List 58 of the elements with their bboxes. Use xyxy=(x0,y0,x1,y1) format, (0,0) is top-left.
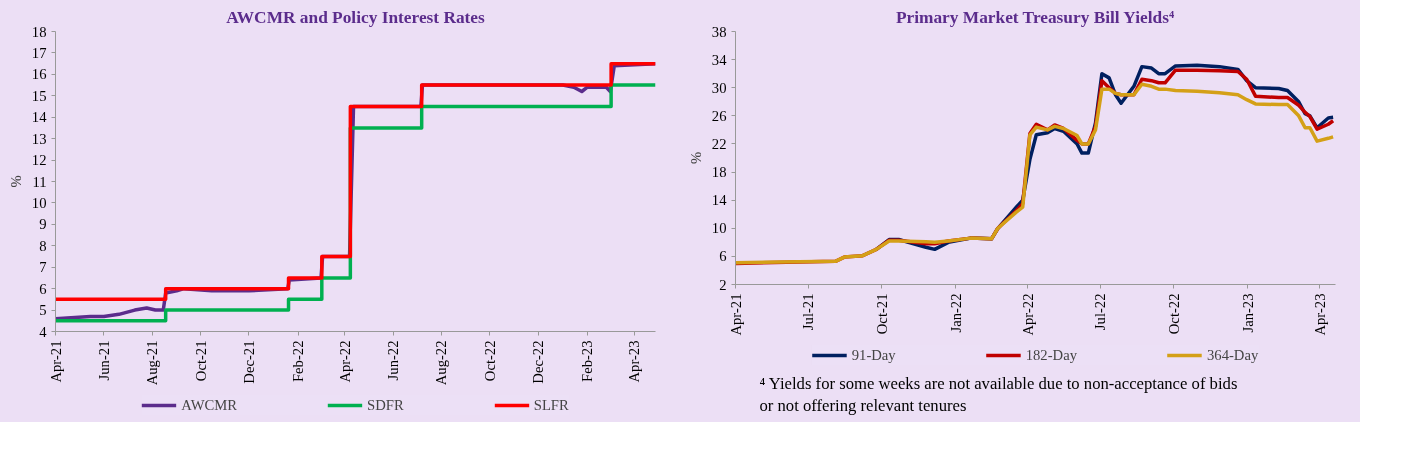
legend-label: SLFR xyxy=(533,396,569,414)
y-tick-label: 17 xyxy=(31,44,47,61)
text: ⁴ Yields for some weeks are not available due to non-acceptance of bids or not offering relevant tenures xyxy=(759,373,1238,415)
y-tick-label: 38 xyxy=(711,23,727,40)
x-tick-label: Apr-23 xyxy=(626,340,643,383)
y-tick-label: 2 xyxy=(719,276,727,293)
y-tick-label: 30 xyxy=(711,79,727,96)
y-tick-label: 6 xyxy=(39,280,47,297)
y-tick-label: 13 xyxy=(31,130,47,147)
y-tick-label: 22 xyxy=(711,135,727,152)
legend-label: 364-Day xyxy=(1206,346,1259,364)
x-tick-label: Aug-22 xyxy=(433,340,450,386)
x-tick-label: Feb-23 xyxy=(579,340,596,383)
y-tick-label: 11 xyxy=(32,173,47,190)
y-tick-label: 34 xyxy=(711,51,728,68)
x-tick-label: Apr-23 xyxy=(1311,293,1328,336)
y-tick-label: 18 xyxy=(31,23,47,40)
y-tick-label: 7 xyxy=(39,259,47,276)
x-tick-label: Oct-22 xyxy=(481,340,498,382)
chart-title: Primary Market Treasury Bill Yields⁴ xyxy=(895,7,1175,27)
x-tick-label: Apr-22 xyxy=(336,340,353,383)
x-tick-label: Oct-21 xyxy=(873,293,890,335)
chart-title: AWCMR and Policy Interest Rates xyxy=(226,7,486,27)
y-tick-label: 9 xyxy=(39,216,47,233)
y-tick-label: 10 xyxy=(31,194,47,211)
y-tick-label: 12 xyxy=(31,152,47,169)
x-tick-label: Jun-21 xyxy=(95,340,112,381)
legend-label: 182-Day xyxy=(1025,346,1077,364)
x-tick-label: Aug-21 xyxy=(144,340,161,386)
x-tick-label: Jun-22 xyxy=(385,340,402,381)
y-tick-label: 14 xyxy=(31,109,48,126)
x-tick-label: Feb-22 xyxy=(290,340,307,383)
x-tick-label: Jan-22 xyxy=(947,293,964,333)
y-tick-label: 18 xyxy=(711,164,727,181)
y-tick-label: 5 xyxy=(39,302,47,319)
x-tick-label: Oct-21 xyxy=(192,340,209,382)
y-tick-label: 8 xyxy=(39,237,47,254)
x-tick-label: Apr-21 xyxy=(47,340,64,383)
y-tick-label: 6 xyxy=(719,248,727,265)
y-tick-label: 26 xyxy=(711,107,727,124)
y-tick-label: 16 xyxy=(31,66,47,83)
y-axis-title: % xyxy=(7,175,24,188)
x-tick-label: Jan-23 xyxy=(1239,293,1256,333)
x-tick-label: Dec-21 xyxy=(240,340,257,384)
legend-label: 91-Day xyxy=(851,346,896,364)
legend-label: SDFR xyxy=(367,396,404,414)
y-tick-label: 10 xyxy=(711,220,727,237)
x-tick-label: Oct-22 xyxy=(1165,293,1182,335)
x-tick-label: Jul-21 xyxy=(800,293,817,331)
x-tick-label: Apr-22 xyxy=(1019,293,1036,336)
x-tick-label: Dec-22 xyxy=(530,340,547,384)
y-tick-label: 4 xyxy=(39,323,48,340)
x-tick-label: Apr-21 xyxy=(727,293,744,336)
y-axis-title: % xyxy=(687,151,704,165)
x-tick-label: Jul-22 xyxy=(1092,293,1109,331)
legend-label: AWCMR xyxy=(181,396,238,414)
y-tick-label: 15 xyxy=(31,87,47,104)
y-tick-label: 14 xyxy=(711,192,728,209)
